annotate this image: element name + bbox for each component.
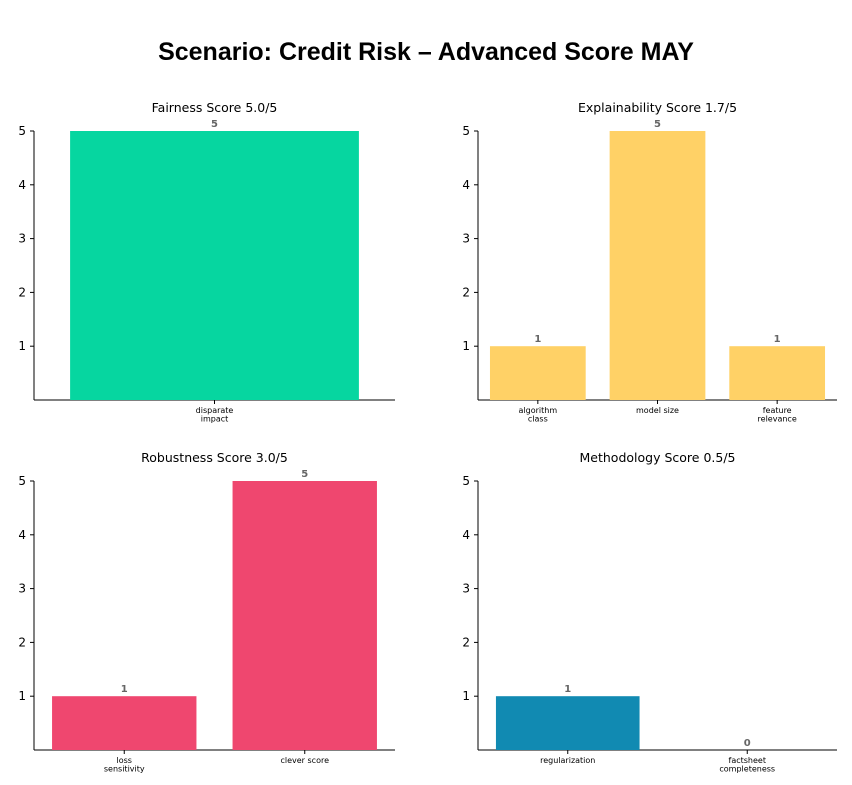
value-label-clever-score: 5 (301, 469, 308, 480)
y-tick-label: 2 (18, 285, 26, 299)
x-tick-label: impact (201, 415, 229, 424)
x-tick-label: sensitivity (104, 765, 145, 774)
x-tick-label: model size (636, 406, 679, 415)
value-label-factsheet-completeness: 0 (744, 738, 751, 749)
figure-title: Scenario: Credit Risk – Advanced Score M… (158, 38, 694, 66)
y-tick-label: 4 (18, 528, 26, 542)
methodology-chart: Methodology Score 0.5/5 1 2 3 4 5 1 regularizat… (462, 450, 837, 774)
bar-clever-score (232, 481, 377, 750)
y-tick-label: 4 (462, 178, 470, 192)
y-tick-label: 3 (18, 232, 26, 246)
bar-loss-sensitivity (52, 696, 197, 750)
y-tick-label: 4 (462, 528, 470, 542)
x-tick-label: feature (763, 406, 792, 415)
y-tick-label: 3 (462, 582, 470, 596)
y-tick-label: 1 (18, 689, 26, 703)
y-tick-label: 1 (18, 339, 26, 353)
fairness-chart: Fairness Score 5.0/5 1 2 3 4 5 5 disparateimpac… (18, 100, 395, 424)
y-tick-label: 2 (462, 285, 470, 299)
chart-title: Methodology Score 0.5/5 (580, 450, 736, 465)
y-tick-label: 2 (18, 635, 26, 649)
bar-feature-relevance (729, 346, 826, 400)
y-tick-label: 5 (462, 474, 470, 488)
value-label-model-size: 5 (654, 119, 661, 130)
x-tick-label: completeness (719, 765, 775, 774)
y-tick-label: 5 (18, 124, 26, 138)
value-label-loss-sensitivity: 1 (121, 684, 128, 695)
y-tick-label: 1 (462, 339, 470, 353)
bar-algorithm-class (489, 346, 586, 400)
chart-title: Fairness Score 5.0/5 (152, 100, 278, 115)
y-tick-label: 1 (462, 689, 470, 703)
chart-title: Explainability Score 1.7/5 (578, 100, 737, 115)
y-tick-label: 3 (462, 232, 470, 246)
chart-title: Robustness Score 3.0/5 (141, 450, 288, 465)
x-tick-label: relevance (758, 415, 797, 424)
bar-disparate-impact (70, 131, 359, 400)
x-tick-label: regularization (540, 756, 595, 765)
y-tick-label: 2 (462, 635, 470, 649)
y-tick-label: 5 (462, 124, 470, 138)
x-tick-label: loss (117, 756, 132, 765)
value-label-algorithm-class: 1 (534, 334, 541, 345)
x-tick-label: factsheet (729, 756, 766, 765)
value-label-disparate-impact: 5 (211, 119, 218, 130)
y-tick-label: 3 (18, 582, 26, 596)
x-tick-label: clever score (280, 756, 329, 765)
value-label-feature-relevance: 1 (774, 334, 781, 345)
robustness-chart: Robustness Score 3.0/5 1 2 3 4 5 1 losssensitiv… (18, 450, 395, 774)
y-tick-label: 5 (18, 474, 26, 488)
x-tick-label: disparate (196, 406, 234, 415)
x-tick-label: algorithm (519, 406, 558, 415)
y-tick-label: 4 (18, 178, 26, 192)
value-label-regularization: 1 (564, 684, 571, 695)
explainability-chart: Explainability Score 1.7/5 1 2 3 4 5 1 algorith… (462, 100, 837, 424)
x-tick-label: class (528, 415, 548, 424)
bar-model-size (609, 131, 706, 400)
bar-regularization (495, 696, 640, 750)
